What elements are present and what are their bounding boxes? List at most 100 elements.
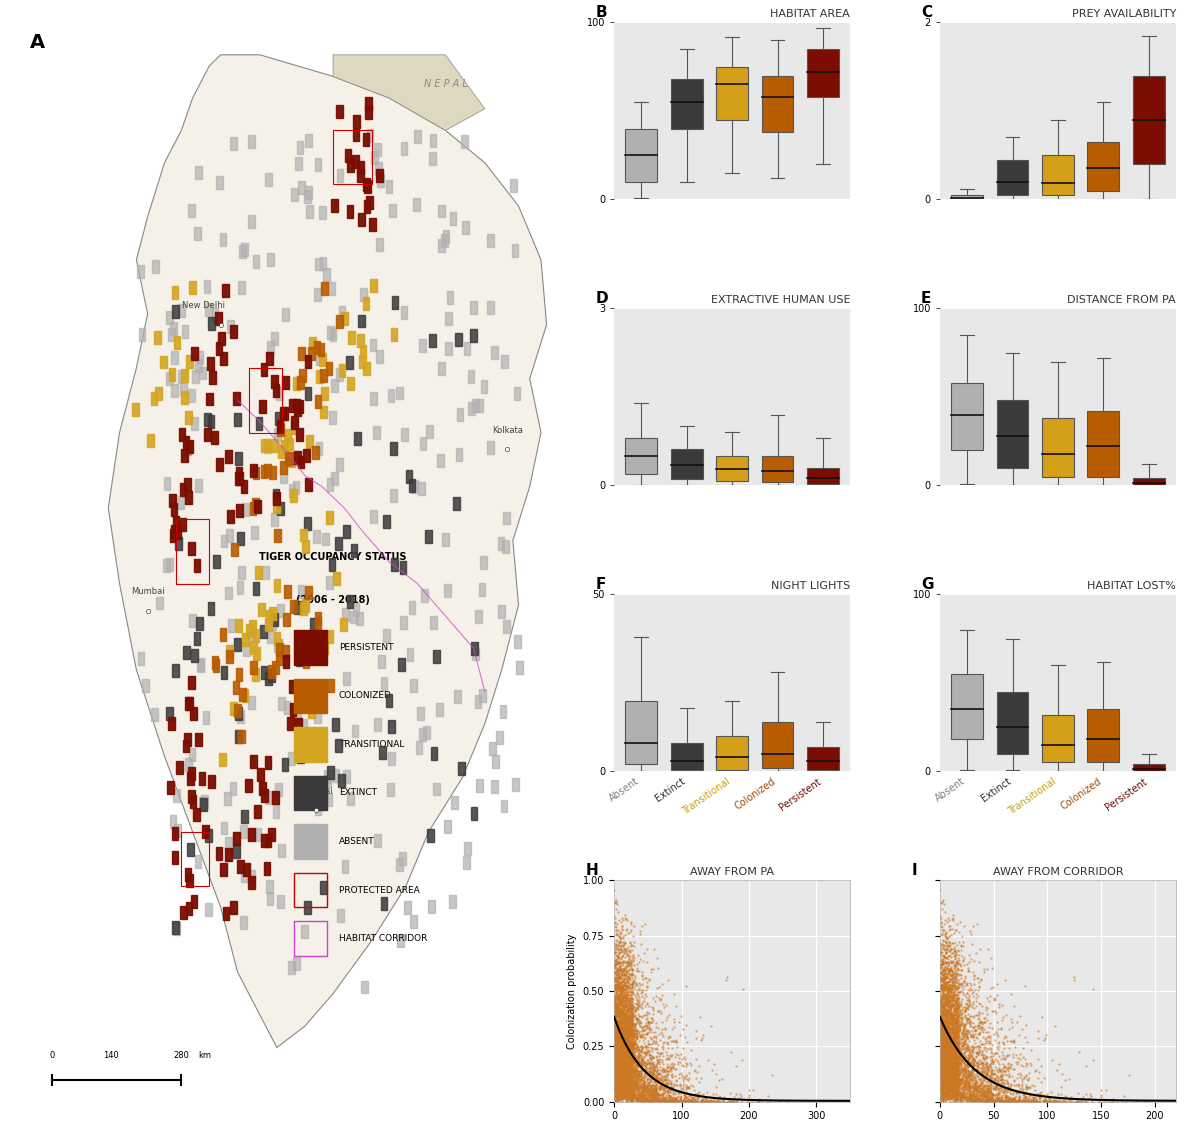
Point <box>938 1001 958 1019</box>
Point <box>980 1079 1000 1097</box>
Point <box>677 1054 696 1072</box>
Point <box>610 1078 629 1096</box>
Point <box>625 1021 644 1039</box>
Point <box>616 1053 635 1071</box>
Point <box>611 969 630 987</box>
Point <box>941 1071 960 1089</box>
Point <box>956 1067 976 1085</box>
Point <box>632 1091 652 1109</box>
Point <box>936 1068 955 1086</box>
Point <box>667 1088 686 1106</box>
Point <box>611 1037 630 1055</box>
Point <box>617 1071 636 1089</box>
Point <box>934 1042 953 1060</box>
Point <box>1008 1082 1027 1100</box>
Point <box>948 1064 967 1082</box>
Point <box>976 1091 995 1109</box>
Point <box>931 1018 950 1036</box>
Point <box>961 1053 980 1071</box>
Point <box>948 1039 967 1057</box>
Point <box>1050 1093 1069 1111</box>
Point <box>1076 1093 1096 1111</box>
Point <box>966 1082 985 1100</box>
Point <box>638 1019 658 1037</box>
Point <box>614 1068 634 1086</box>
Point <box>614 1049 634 1067</box>
Point <box>613 1053 632 1071</box>
Point <box>614 961 634 979</box>
Point <box>956 1027 976 1045</box>
Point <box>932 1026 952 1044</box>
Point <box>946 1078 965 1096</box>
Point <box>607 1046 626 1064</box>
Point <box>944 948 964 966</box>
Point <box>943 1032 962 1050</box>
Point <box>937 1077 956 1095</box>
Point <box>940 1052 959 1070</box>
Point <box>968 1084 988 1102</box>
Point <box>952 1016 971 1034</box>
Point <box>622 1041 641 1059</box>
Point <box>630 1026 649 1044</box>
Point <box>1072 1093 1091 1111</box>
Bar <box>248 697 254 709</box>
Point <box>944 1045 964 1063</box>
Point <box>614 1009 634 1027</box>
Point <box>1045 1091 1064 1109</box>
Point <box>930 940 949 958</box>
Point <box>612 1068 631 1086</box>
Point <box>934 1073 953 1091</box>
Point <box>618 1000 637 1018</box>
Point <box>616 1025 635 1043</box>
Point <box>956 994 976 1012</box>
Point <box>611 1067 630 1085</box>
Point <box>606 1026 625 1044</box>
Point <box>638 1093 658 1111</box>
Point <box>611 1085 630 1103</box>
Point <box>606 1021 625 1039</box>
Point <box>970 940 989 958</box>
Point <box>996 1062 1015 1080</box>
Point <box>942 1013 961 1031</box>
Point <box>931 1035 950 1053</box>
Point <box>607 1055 626 1073</box>
Point <box>949 1076 968 1094</box>
Point <box>612 1008 631 1026</box>
Point <box>641 1085 660 1103</box>
Point <box>943 1060 962 1078</box>
Point <box>650 1061 670 1079</box>
Bar <box>260 439 268 452</box>
Point <box>617 1044 636 1062</box>
Point <box>622 1028 641 1046</box>
Point <box>974 1093 994 1111</box>
Point <box>1054 1093 1073 1111</box>
Point <box>982 1064 1001 1082</box>
Point <box>667 1091 686 1109</box>
Point <box>942 1046 961 1064</box>
Point <box>946 1073 965 1091</box>
Point <box>635 1043 654 1061</box>
Point <box>622 1075 641 1093</box>
Point <box>617 969 636 987</box>
Point <box>954 1082 973 1100</box>
Point <box>946 1048 965 1066</box>
Point <box>606 926 625 944</box>
Point <box>617 984 636 1001</box>
Point <box>1016 1078 1036 1096</box>
Point <box>655 1093 674 1111</box>
Point <box>625 1071 644 1089</box>
Point <box>932 1032 952 1050</box>
Point <box>934 1059 953 1077</box>
Point <box>934 1017 953 1035</box>
Point <box>617 1076 636 1094</box>
Point <box>938 1058 958 1076</box>
Point <box>636 1084 655 1102</box>
Point <box>606 1048 625 1066</box>
Point <box>618 1009 637 1027</box>
Point <box>605 1061 624 1079</box>
Point <box>610 958 629 976</box>
Point <box>952 1053 971 1071</box>
Point <box>622 1051 641 1069</box>
Point <box>612 1052 631 1070</box>
Point <box>941 1049 960 1067</box>
